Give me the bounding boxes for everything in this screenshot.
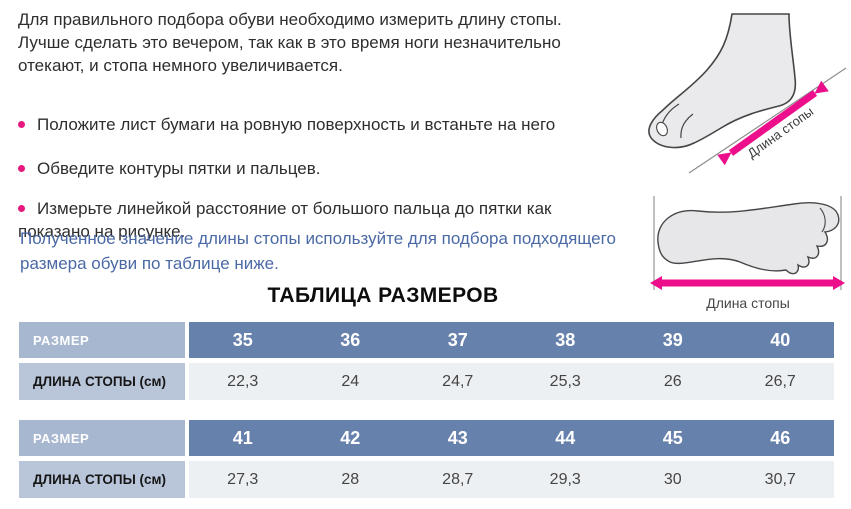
size-table-35-40: РАЗМЕР 35 36 37 38 39 40 ДЛИНА СТОПЫ (см… <box>19 322 834 400</box>
intro-line: Для правильного подбора обуви необходимо… <box>18 10 562 29</box>
toenail <box>656 121 668 137</box>
intro-line: отекают, и стопа немного увеличивается. <box>18 56 343 75</box>
list-item: Измерьте линейкой расстояние от большого… <box>18 197 678 243</box>
size-cell: 42 <box>296 420 404 456</box>
table-row-sizes: РАЗМЕР 35 36 37 38 39 40 <box>19 322 834 358</box>
length-cell: 25,3 <box>511 363 619 400</box>
intro-line: Лучше сделать это вечером, так как в это… <box>18 33 561 52</box>
length-cell: 30 <box>619 461 727 498</box>
length-cell: 24 <box>296 363 404 400</box>
row-header-size: РАЗМЕР <box>19 420 185 456</box>
bullet-icon <box>18 165 25 172</box>
size-cell: 35 <box>189 322 297 358</box>
size-table-title: ТАБЛИЦА РАЗМЕРОВ <box>267 284 499 307</box>
length-cells: 27,3 28 28,7 29,3 30 30,7 <box>189 461 834 498</box>
list-item-text: Положите лист бумаги на ровную поверхнос… <box>37 115 556 134</box>
size-cell: 37 <box>404 322 512 358</box>
length-cell: 29,3 <box>511 461 619 498</box>
note-line: Полученное значение длины стопы использу… <box>20 229 616 248</box>
row-header-length: ДЛИНА СТОПЫ (см) <box>19 461 185 498</box>
table-row-lengths: ДЛИНА СТОПЫ (см) 22,3 24 24,7 25,3 26 26… <box>19 363 834 400</box>
intro-paragraph: Для правильного подбора обуви необходимо… <box>18 8 658 77</box>
note-line: размера обуви по таблице ниже. <box>20 254 279 273</box>
list-item-text: Обведите контуры пятки и пальцев. <box>37 159 321 178</box>
length-cell: 27,3 <box>189 461 297 498</box>
foot-length-arrow <box>717 80 829 166</box>
foot-side-shape <box>648 13 797 149</box>
length-cell: 28,7 <box>404 461 512 498</box>
size-cell: 39 <box>619 322 727 358</box>
size-cell: 38 <box>511 322 619 358</box>
length-cell: 30,7 <box>726 461 834 498</box>
size-cell: 44 <box>511 420 619 456</box>
foot-length-arrow <box>650 276 845 290</box>
length-cell: 22,3 <box>189 363 297 400</box>
length-cell: 26,7 <box>726 363 834 400</box>
bullet-icon <box>18 121 25 128</box>
length-cell: 24,7 <box>404 363 512 400</box>
bullet-icon <box>18 205 25 212</box>
foot-side-view-illustration: Длина стопы <box>648 13 847 174</box>
foot-length-label: Длина стопы <box>706 295 790 311</box>
size-cell: 40 <box>726 322 834 358</box>
list-item-text: Измерьте линейкой расстояние от большого… <box>37 199 552 218</box>
list-item: Обведите контуры пятки и пальцев. <box>18 157 678 180</box>
foot-top-shape <box>657 202 840 275</box>
table-row-lengths: ДЛИНА СТОПЫ (см) 27,3 28 28,7 29,3 30 30… <box>19 461 834 498</box>
big-toe-line <box>819 207 826 233</box>
length-cell: 26 <box>619 363 727 400</box>
note-paragraph: Полученное значение длины стопы использу… <box>20 226 680 276</box>
length-cell: 28 <box>296 461 404 498</box>
size-cell: 41 <box>189 420 297 456</box>
list-item: Положите лист бумаги на ровную поверхнос… <box>18 113 678 136</box>
size-cells: 35 36 37 38 39 40 <box>189 322 834 358</box>
size-cells: 41 42 43 44 45 46 <box>189 420 834 456</box>
row-header-length: ДЛИНА СТОПЫ (см) <box>19 363 185 400</box>
size-table-41-46: РАЗМЕР 41 42 43 44 45 46 ДЛИНА СТОПЫ (см… <box>19 420 834 498</box>
size-cell: 43 <box>404 420 512 456</box>
size-cell: 45 <box>619 420 727 456</box>
table-row-sizes: РАЗМЕР 41 42 43 44 45 46 <box>19 420 834 456</box>
size-cell: 36 <box>296 322 404 358</box>
row-header-size: РАЗМЕР <box>19 322 185 358</box>
list-item-text: показано на рисунке. <box>18 222 186 241</box>
foot-top-view-illustration: Длина стопы <box>650 196 845 311</box>
size-cell: 46 <box>726 420 834 456</box>
length-cells: 22,3 24 24,7 25,3 26 26,7 <box>189 363 834 400</box>
